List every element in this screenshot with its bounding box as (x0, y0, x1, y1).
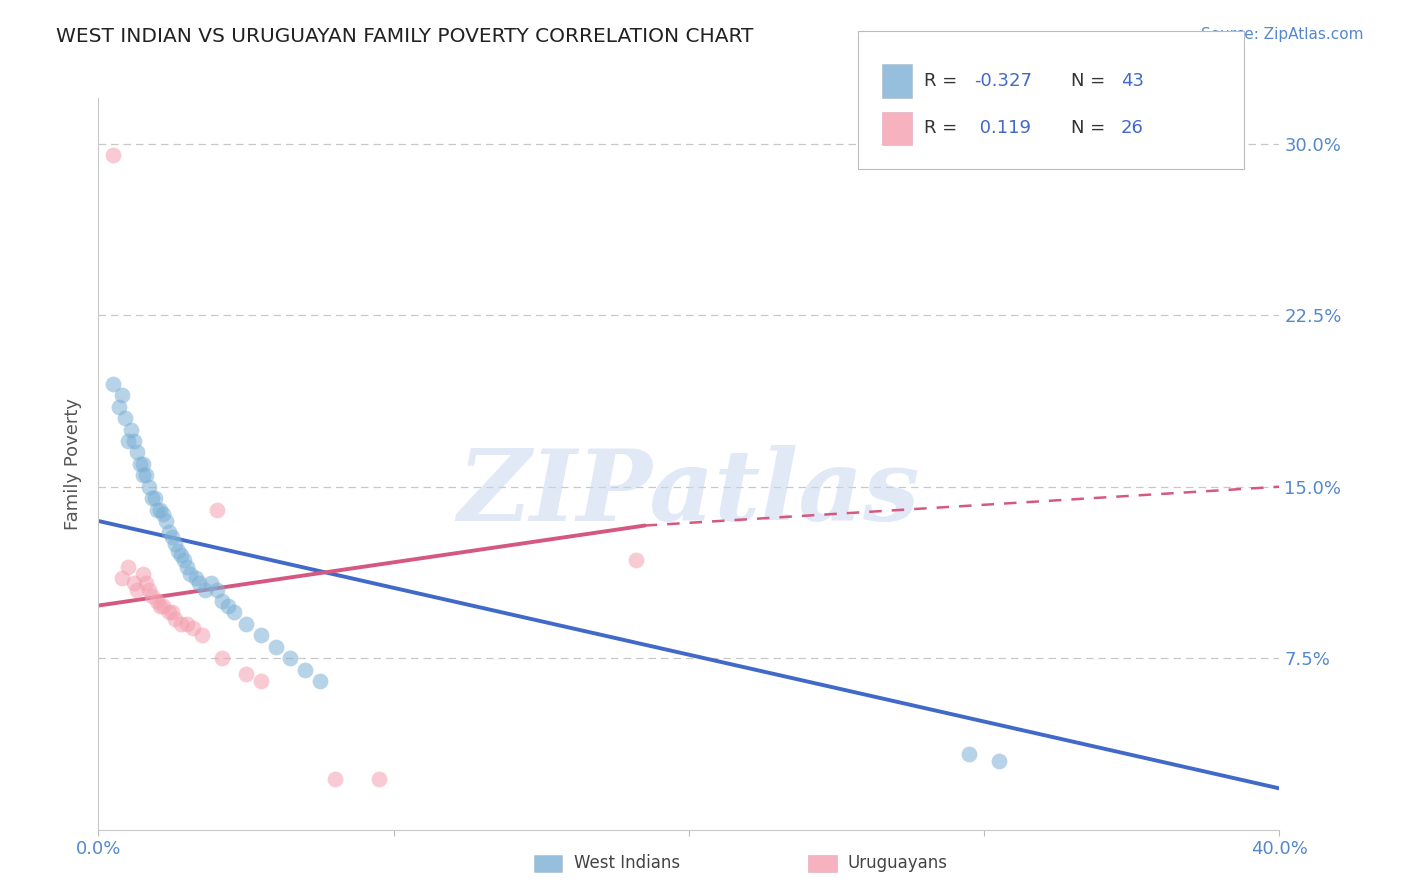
Point (117, 434, 139, 448)
Point (323, 772, 346, 787)
Point (128, 457, 150, 471)
Point (132, 468, 155, 483)
Text: R =: R = (924, 120, 963, 137)
Point (181, 622, 204, 636)
Point (157, 525, 180, 540)
Point (165, 612, 187, 626)
Point (149, 599, 172, 613)
Text: 0.119: 0.119 (974, 120, 1032, 137)
Point (132, 566, 155, 581)
Point (108, 400, 131, 414)
Point (205, 582, 228, 597)
Point (117, 559, 139, 574)
Point (959, 747, 981, 761)
Point (176, 559, 198, 574)
Point (149, 502, 172, 516)
Text: West Indians: West Indians (574, 855, 679, 872)
Point (294, 663, 316, 677)
Point (170, 616, 193, 631)
Text: 26: 26 (1121, 120, 1143, 137)
Point (211, 594, 233, 608)
Point (309, 673, 332, 688)
Point (111, 571, 134, 585)
Point (162, 530, 183, 544)
Point (138, 582, 160, 597)
Point (152, 507, 174, 521)
Point (135, 468, 157, 483)
Text: ZIPatlas: ZIPatlas (458, 445, 920, 541)
Point (250, 628, 273, 642)
Point (122, 434, 145, 448)
Point (624, 553, 647, 567)
Point (103, 376, 125, 391)
Text: 43: 43 (1121, 72, 1143, 90)
Point (205, 502, 228, 516)
Point (125, 445, 148, 459)
Point (138, 480, 160, 494)
Point (179, 566, 201, 581)
Point (200, 575, 222, 590)
Point (132, 457, 155, 471)
Y-axis label: Family Poverty: Family Poverty (65, 398, 83, 530)
Point (120, 423, 142, 437)
Point (173, 553, 195, 567)
Text: -0.327: -0.327 (974, 72, 1032, 90)
Point (217, 599, 239, 613)
Point (264, 640, 287, 654)
Point (141, 590, 163, 604)
Text: Source: ZipAtlas.com: Source: ZipAtlas.com (1201, 27, 1364, 42)
Point (125, 582, 148, 597)
Point (141, 491, 163, 505)
Point (250, 673, 273, 688)
Point (187, 575, 209, 590)
Point (170, 548, 193, 563)
Point (155, 514, 177, 528)
Point (103, 148, 125, 162)
Point (165, 537, 187, 551)
Point (122, 575, 145, 590)
Point (146, 502, 169, 516)
Text: N =: N = (1071, 72, 1111, 90)
Point (235, 616, 257, 631)
Point (135, 575, 157, 590)
Text: R =: R = (924, 72, 963, 90)
Point (191, 628, 214, 642)
Point (176, 616, 198, 631)
Point (114, 411, 136, 425)
Text: WEST INDIAN VS URUGUAYAN FAMILY POVERTY CORRELATION CHART: WEST INDIAN VS URUGUAYAN FAMILY POVERTY … (56, 27, 754, 45)
Point (224, 606, 246, 620)
Point (162, 606, 183, 620)
Point (235, 667, 257, 681)
Point (146, 594, 169, 608)
Point (152, 599, 174, 613)
Text: N =: N = (1071, 120, 1111, 137)
Point (368, 772, 391, 787)
Text: Uruguayans: Uruguayans (848, 855, 948, 872)
Point (167, 543, 190, 558)
Point (157, 606, 180, 620)
Point (111, 388, 134, 402)
Point (194, 582, 217, 597)
Point (987, 754, 1010, 768)
Point (211, 651, 233, 665)
Point (184, 571, 207, 585)
Point (143, 491, 166, 505)
Point (278, 651, 302, 665)
